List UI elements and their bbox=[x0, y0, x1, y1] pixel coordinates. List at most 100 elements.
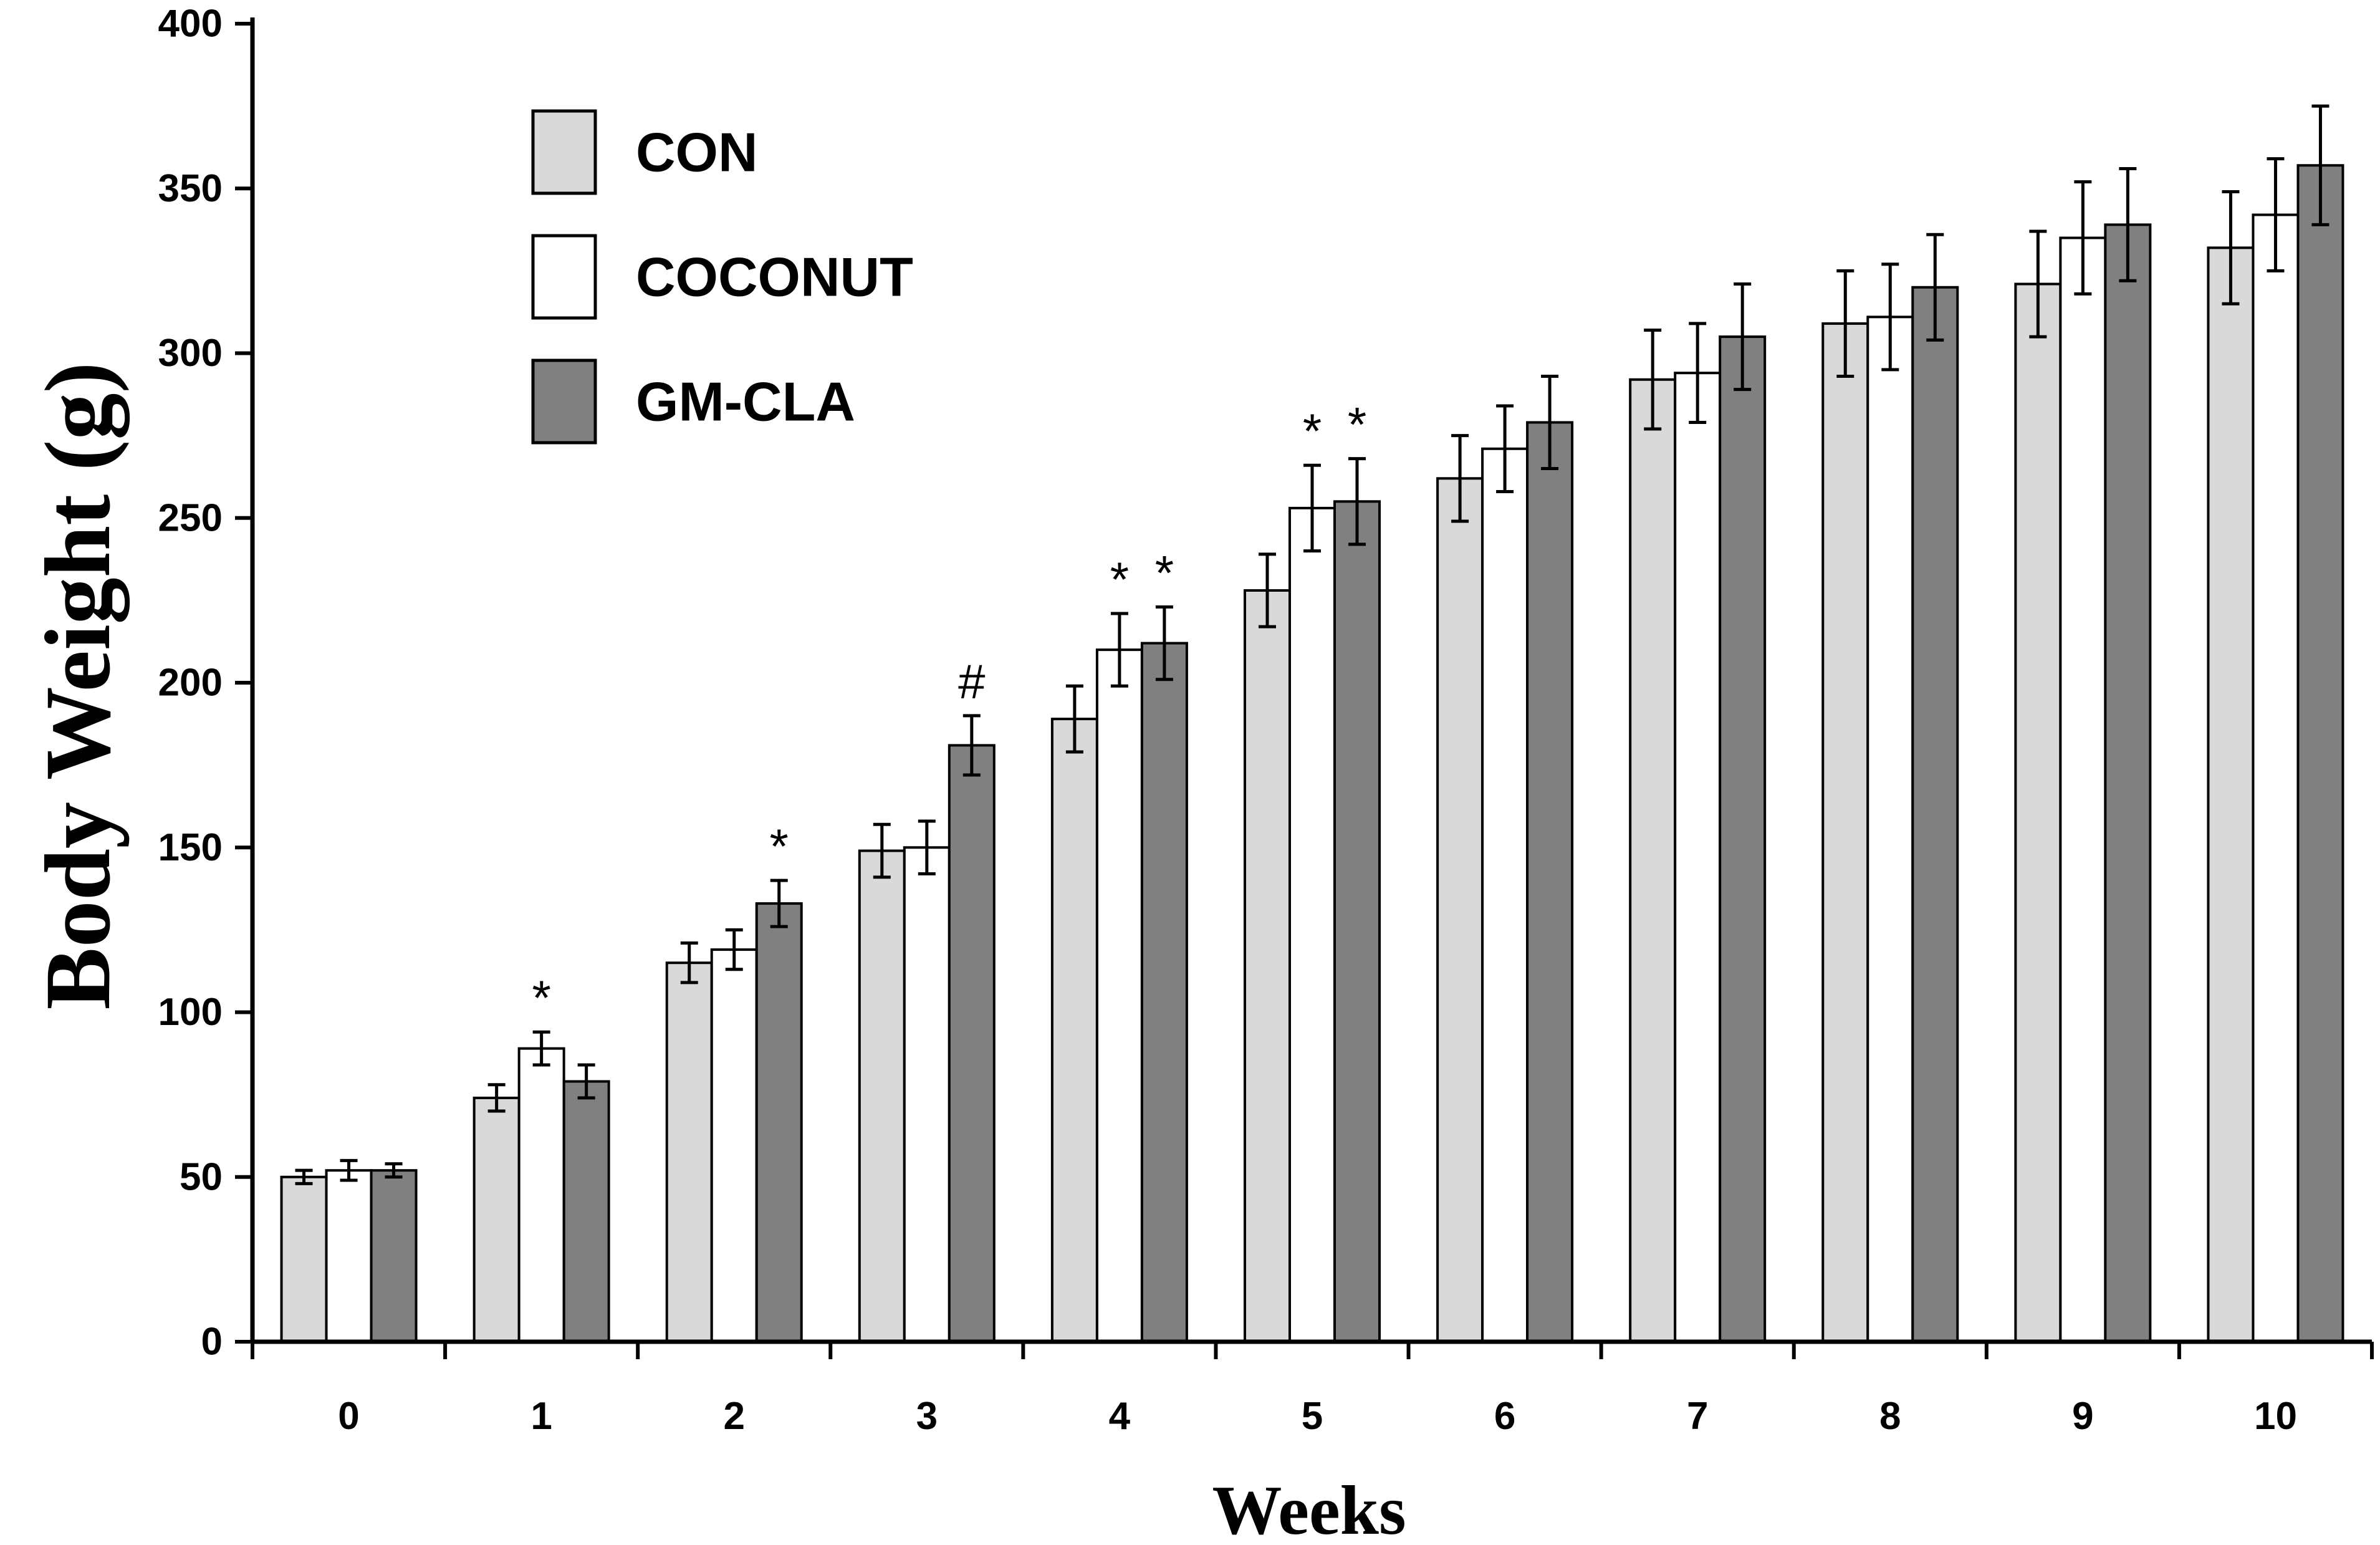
bar-coconut-week-9 bbox=[2059, 236, 2107, 1343]
bar-con-week-6 bbox=[1436, 477, 1484, 1344]
y-tick-label: 100 bbox=[158, 991, 223, 1034]
legend-label: COCONUT bbox=[636, 246, 913, 308]
significance-marker: * bbox=[1303, 403, 1322, 458]
significance-marker: * bbox=[770, 819, 789, 874]
x-tick-label: 8 bbox=[1879, 1395, 1901, 1438]
bar-gm-cla-week-1 bbox=[562, 1080, 610, 1343]
error-bar-coconut-week-9 bbox=[2074, 180, 2092, 296]
bar-gm-cla-week-10 bbox=[2296, 164, 2344, 1343]
x-tick-label: 6 bbox=[1494, 1395, 1515, 1438]
bar-gm-cla-week-8 bbox=[1911, 286, 1959, 1343]
bar-gm-cla-week-4 bbox=[1140, 642, 1188, 1343]
error-bar-con-week-5 bbox=[1259, 552, 1276, 628]
error-bar-coconut-week-8 bbox=[1881, 262, 1899, 372]
bar-con-week-0 bbox=[280, 1175, 328, 1343]
error-bar-con-week-6 bbox=[1451, 434, 1469, 523]
significance-marker: * bbox=[1348, 397, 1366, 452]
axes: 0 50 100 150 200 250 300 350 400 0 1 2 3 4 5 6 7 8 9 10 bbox=[158, 2, 2374, 1438]
legend-label: GM-CLA bbox=[636, 371, 855, 433]
bar-con-week-1 bbox=[473, 1096, 521, 1344]
bar-con-week-3 bbox=[858, 849, 906, 1344]
x-tick-label: 4 bbox=[1109, 1395, 1131, 1438]
bar-gm-cla-week-0 bbox=[370, 1169, 418, 1344]
bar-con-week-2 bbox=[665, 961, 713, 1343]
y-tick-label: 400 bbox=[158, 2, 223, 46]
bars-layer bbox=[280, 164, 2344, 1344]
bar-gm-cla-week-2 bbox=[755, 902, 803, 1343]
legend-swatch bbox=[531, 234, 597, 320]
bar-coconut-week-0 bbox=[325, 1169, 373, 1344]
bar-gm-cla-week-6 bbox=[1526, 421, 1574, 1343]
error-bar-con-week-4 bbox=[1065, 684, 1083, 754]
error-bar-coconut-week-3 bbox=[918, 819, 936, 876]
error-bar-coconut-week-7 bbox=[1689, 322, 1707, 424]
error-bar-con-week-3 bbox=[873, 822, 891, 879]
error-bar-coconut-week-2 bbox=[725, 928, 743, 971]
bar-coconut-week-2 bbox=[710, 948, 758, 1343]
significance-marker: * bbox=[532, 970, 550, 1025]
legend-swatch bbox=[531, 109, 597, 195]
error-bar-gm-cla-week-2 bbox=[770, 878, 788, 928]
x-tick-label: 2 bbox=[723, 1395, 744, 1438]
x-tick-label: 5 bbox=[1302, 1395, 1323, 1438]
y-tick-label: 250 bbox=[158, 496, 223, 539]
error-bar-con-week-9 bbox=[2029, 229, 2047, 339]
legend-item-gm-cla: GM-CLA bbox=[531, 359, 855, 445]
significance-markers: * * # * * * * bbox=[532, 397, 1366, 1026]
y-tick-label: 350 bbox=[158, 167, 223, 210]
error-bar-gm-cla-week-1 bbox=[577, 1063, 595, 1100]
error-bar-gm-cla-week-9 bbox=[2119, 167, 2137, 282]
bar-coconut-week-7 bbox=[1674, 372, 1722, 1344]
bar-con-week-8 bbox=[1821, 322, 1869, 1343]
error-bars-layer bbox=[295, 104, 2330, 1185]
error-bar-coconut-week-5 bbox=[1303, 463, 1321, 553]
bar-coconut-week-3 bbox=[903, 846, 951, 1343]
bar-gm-cla-week-9 bbox=[2104, 223, 2152, 1343]
bar-con-week-5 bbox=[1244, 589, 1291, 1343]
x-tick-label: 9 bbox=[2072, 1395, 2093, 1438]
y-tick-label: 150 bbox=[158, 826, 223, 869]
x-tick-label: 1 bbox=[530, 1395, 552, 1438]
error-bar-coconut-week-6 bbox=[1496, 404, 1514, 493]
y-axis-title: Body Weight (g) bbox=[26, 362, 130, 1009]
legend-item-con: CON bbox=[531, 109, 758, 195]
bar-coconut-week-10 bbox=[2252, 213, 2300, 1343]
error-bar-con-week-1 bbox=[487, 1083, 506, 1113]
error-bar-con-week-10 bbox=[2222, 190, 2240, 306]
bar-con-week-4 bbox=[1050, 718, 1098, 1343]
legend: CON COCONUT GM-CLA bbox=[531, 109, 913, 445]
x-tick-label: 0 bbox=[338, 1395, 359, 1438]
bar-gm-cla-week-5 bbox=[1333, 500, 1381, 1344]
error-bar-con-week-2 bbox=[680, 941, 698, 984]
error-bar-coconut-week-0 bbox=[340, 1158, 358, 1182]
y-tick-label: 50 bbox=[180, 1155, 223, 1198]
error-bar-gm-cla-week-0 bbox=[385, 1162, 403, 1179]
error-bar-gm-cla-week-8 bbox=[1926, 233, 1944, 342]
significance-marker: # bbox=[958, 654, 985, 709]
x-axis-title: Weeks bbox=[1212, 1472, 1406, 1545]
error-bar-con-week-7 bbox=[1644, 329, 1662, 431]
x-tick-label: 3 bbox=[916, 1395, 938, 1438]
error-bar-con-week-0 bbox=[295, 1168, 313, 1185]
error-bar-gm-cla-week-7 bbox=[1734, 282, 1752, 392]
error-bar-coconut-week-10 bbox=[2267, 157, 2285, 272]
bar-con-week-7 bbox=[1629, 378, 1677, 1343]
error-bar-gm-cla-week-5 bbox=[1348, 457, 1366, 546]
bar-coconut-week-8 bbox=[1866, 315, 1914, 1343]
y-tick-label: 200 bbox=[158, 662, 223, 705]
error-bar-coconut-week-4 bbox=[1110, 612, 1128, 688]
x-tick-label: 10 bbox=[2254, 1395, 2297, 1438]
x-tick-label: 7 bbox=[1687, 1395, 1708, 1438]
bar-con-week-10 bbox=[2207, 246, 2255, 1343]
significance-marker: * bbox=[1110, 552, 1129, 607]
y-tick-label: 0 bbox=[201, 1321, 223, 1364]
bar-coconut-week-6 bbox=[1481, 447, 1529, 1343]
error-bar-gm-cla-week-4 bbox=[1155, 605, 1173, 681]
bar-coconut-week-5 bbox=[1288, 506, 1336, 1343]
bar-con-week-9 bbox=[2014, 282, 2062, 1343]
error-bar-gm-cla-week-10 bbox=[2311, 104, 2330, 226]
y-tick-label: 300 bbox=[158, 332, 223, 375]
legend-label: CON bbox=[636, 122, 758, 183]
legend-item-coconut: COCONUT bbox=[531, 234, 913, 320]
error-bar-coconut-week-1 bbox=[532, 1030, 550, 1067]
